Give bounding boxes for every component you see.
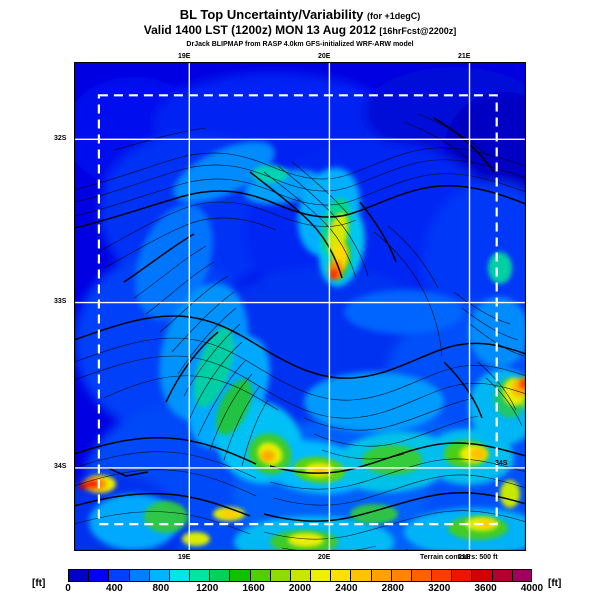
title-qualifier-text: (for +1degC) — [367, 11, 421, 21]
map-gridlines — [74, 62, 526, 551]
colorbar-tick-label: 1600 — [242, 583, 265, 594]
colorbar-tick-label: 2400 — [335, 583, 358, 594]
lat-label-left-34s: 34S — [54, 463, 67, 470]
lon-label-bottom-20e: 20E — [318, 554, 331, 561]
colorbar-swatch — [431, 569, 452, 582]
uncertainty-field-plot — [74, 62, 526, 551]
colorbar-swatch — [108, 569, 129, 582]
colorbar-tick-label: 3600 — [474, 583, 497, 594]
colorbar-swatch — [249, 569, 270, 582]
lat-label-right-34s: 34S — [495, 460, 508, 467]
colorbar-tick-label: 3200 — [428, 583, 451, 594]
colorbar-tick-label: 4000 — [520, 583, 544, 594]
lon-label-top-19e: 19E — [178, 53, 191, 60]
colorbar-divider — [88, 569, 90, 582]
terrain-contour-note: Terrain contours: 500 ft — [420, 554, 498, 561]
lat-label-left-33s: 33S — [54, 298, 67, 305]
colorbar-swatch — [370, 569, 391, 582]
colorbar[interactable] — [68, 569, 532, 582]
lon-label-top-21e: 21E — [458, 53, 471, 60]
colorbar-divider — [390, 569, 392, 582]
colorbar-swatch — [148, 569, 169, 582]
colorbar-divider — [431, 569, 433, 582]
colorbar-units-right: [ft] — [548, 578, 562, 589]
colorbar-divider — [471, 569, 473, 582]
colorbar-divider — [249, 569, 251, 582]
colorbar-divider — [310, 569, 312, 582]
lat-label-left-32s: 32S — [54, 135, 67, 142]
colorbar-divider — [289, 569, 291, 582]
colorbar-swatch — [229, 569, 250, 582]
colorbar-divider — [269, 569, 271, 582]
colorbar-divider — [229, 569, 231, 582]
colorbar-divider — [128, 569, 130, 582]
colorbar-swatch — [269, 569, 290, 582]
title-main-text: BL Top Uncertainty/Variability — [179, 7, 364, 22]
colorbar-divider — [108, 569, 110, 582]
colorbar-swatch — [289, 569, 311, 582]
colorbar-divider — [451, 569, 453, 582]
lon-label-top-20e: 20E — [318, 53, 331, 60]
colorbar-tick-label: 1200 — [196, 583, 219, 594]
colorbar-divider — [148, 569, 150, 582]
colorbar-swatch — [390, 569, 411, 582]
colorbar-divider — [491, 569, 493, 582]
colorbar-divider — [350, 569, 352, 582]
colorbar-swatch — [88, 569, 109, 582]
colorbar-divider — [189, 569, 191, 582]
model-domain-box — [97, 94, 498, 526]
valid-time-text: Valid 1400 LST (1200z) MON 13 Aug 2012 — [143, 23, 377, 37]
model-credit-line: DrJack BLIPMAP from RASP 4.0km GFS-initi… — [186, 41, 414, 48]
colorbar-swatch — [451, 569, 472, 582]
colorbar-divider — [410, 569, 412, 582]
colorbar-swatch — [209, 569, 230, 582]
colorbar-divider — [168, 569, 170, 582]
colorbar-swatch — [310, 569, 331, 582]
map-panel[interactable]: 19E 20E 21E 19E 20E 21E 32S 33S 34S 34S … — [54, 53, 526, 561]
valid-time-line: Valid 1400 LST (1200z) MON 13 Aug 2012 [… — [0, 23, 600, 39]
colorbar-swatch — [68, 569, 89, 582]
colorbar-swatch — [168, 569, 190, 582]
colorbar-divider — [370, 569, 372, 582]
colorbar-swatch — [491, 569, 512, 582]
title-block: BL Top Uncertainty/Variability (for +1de… — [0, 8, 600, 50]
colorbar-swatch — [410, 569, 432, 582]
colorbar-swatch — [471, 569, 492, 582]
colorbar-divider — [330, 569, 332, 582]
colorbar-divider — [209, 569, 211, 582]
colorbar-swatch — [350, 569, 371, 582]
colorbar-swatch — [189, 569, 210, 582]
lon-label-bottom-21e: 21E — [458, 554, 471, 561]
map-frame — [74, 62, 526, 551]
colorbar-swatch — [128, 569, 149, 582]
colorbar-tick-label: 0 — [65, 583, 71, 594]
colorbar-tick-label: 2000 — [288, 583, 312, 594]
lon-label-bottom-19e: 19E — [178, 554, 191, 561]
colorbar-tick-label: 2800 — [381, 583, 404, 594]
forecast-hour-text: [16hrFcst@2200z] — [379, 26, 457, 36]
colorbar-divider — [511, 569, 513, 582]
colorbar-swatch — [330, 569, 351, 582]
colorbar-tick-label: 800 — [152, 583, 170, 594]
colorbar-swatch — [511, 569, 532, 582]
colorbar-units-left: [ft] — [32, 578, 46, 589]
page-title: BL Top Uncertainty/Variability (for +1de… — [0, 8, 600, 23]
terrain-contours-major — [74, 117, 526, 551]
colorbar-tick-label: 400 — [106, 583, 123, 594]
